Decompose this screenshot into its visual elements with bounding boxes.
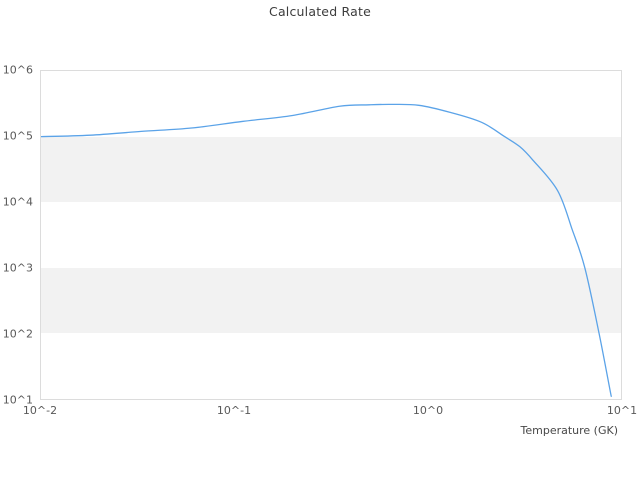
y-tick-label: 10^4 xyxy=(2,195,33,209)
chart-title: Calculated Rate xyxy=(269,4,371,19)
x-tick-label: 10^0 xyxy=(412,404,444,417)
x-tick-label: 10^-2 xyxy=(22,404,58,417)
plot-band xyxy=(41,267,621,334)
x-tick-label: 10^1 xyxy=(606,404,638,417)
y-tick-label: 10^2 xyxy=(2,327,33,341)
plot-band xyxy=(41,136,621,203)
y-tick-label: 10^3 xyxy=(2,261,33,275)
y-axis: 10^6 10^5 10^4 10^3 10^2 10^1 xyxy=(0,64,33,407)
plot-area xyxy=(40,70,622,400)
x-axis-title: Temperature (GK) xyxy=(520,424,619,437)
rate-line xyxy=(41,103,612,397)
x-axis: 10^-2 10^-1 10^0 10^1 xyxy=(23,404,637,420)
y-tick-label: 10^6 xyxy=(2,63,33,77)
y-tick-label: 10^1 xyxy=(2,393,33,407)
rate-line-chart xyxy=(41,103,612,397)
x-tick-label: 10^-1 xyxy=(216,404,252,417)
y-tick-label: 10^5 xyxy=(2,129,33,143)
